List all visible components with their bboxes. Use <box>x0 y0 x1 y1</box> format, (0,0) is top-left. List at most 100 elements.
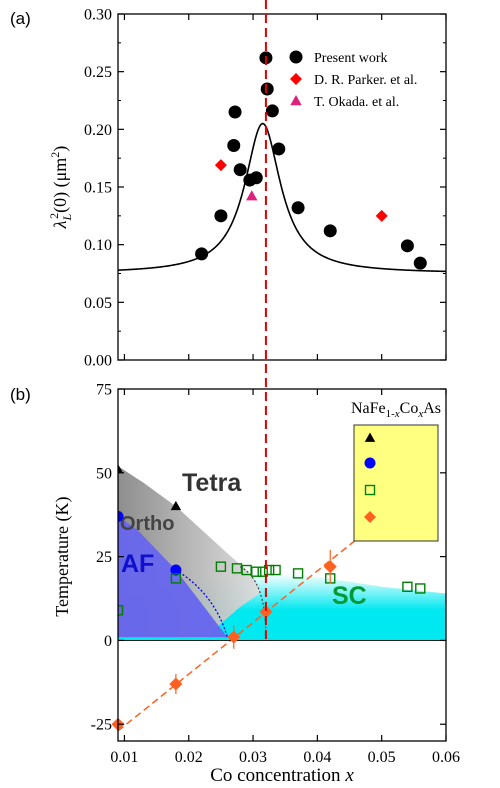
point-a-0-0 <box>195 247 209 261</box>
series-a-0 <box>195 51 427 270</box>
ortho-boundary <box>239 566 267 638</box>
point-b-0-0 <box>118 463 124 474</box>
series-a-2 <box>246 190 258 201</box>
region-label-tetra: Tetra <box>182 469 242 497</box>
point-b-2-5 <box>251 566 262 577</box>
compound-subx1: x <box>394 408 400 420</box>
xtick-label: 0.05 <box>368 749 396 766</box>
legend-a-label-2: T. Okada. et al. <box>314 95 399 110</box>
ytick-label-a: 0.30 <box>84 7 112 24</box>
point-a-0-8 <box>260 82 274 96</box>
series-b-1 <box>118 510 182 576</box>
point-b-2-7 <box>263 564 275 576</box>
point-b-2-8 <box>270 564 281 576</box>
ytick-label-b: 75 <box>96 382 112 399</box>
region-label-af: AF <box>121 550 154 578</box>
compound-subx2: x <box>417 408 423 420</box>
ytick-label-b: 25 <box>96 549 112 566</box>
xtick-label: 0.03 <box>239 749 267 766</box>
xlabel-var: x <box>344 765 354 786</box>
point-a-0-11 <box>291 201 305 215</box>
ytick-label-a: 0.10 <box>84 237 112 254</box>
ylabel-a-sub: L <box>60 214 74 222</box>
af-region <box>118 516 228 638</box>
legend-a-label-1: D. R. Parker. et al. <box>314 73 417 88</box>
af-boundary <box>175 569 228 638</box>
ylabel-a: λL2(0) (μm2) <box>47 146 74 230</box>
point-a-0-3 <box>228 105 242 119</box>
frame-b <box>117 388 447 742</box>
compound-pre: NaFe <box>351 400 386 417</box>
ytick-label-b: 50 <box>96 465 112 482</box>
ytick-label-a: 0.00 <box>84 353 112 370</box>
legend-a-marker-1 <box>290 73 302 85</box>
fit-curve <box>118 122 446 273</box>
point-b-2-11 <box>402 581 413 592</box>
point-b-2-6 <box>257 566 268 577</box>
point-b-2-2 <box>215 561 227 572</box>
region-label-ortho: Ortho <box>120 513 174 535</box>
point-a-0-14 <box>413 256 427 270</box>
point-b-2-9 <box>292 568 304 579</box>
point-a-0-10 <box>272 142 286 156</box>
series-b-0 <box>118 463 182 511</box>
ytick-label-a: 0.15 <box>84 180 112 197</box>
panel-label-b: (b) <box>10 385 31 404</box>
series-a-1 <box>214 159 388 222</box>
legend-b <box>353 424 439 542</box>
ylabel-a-lambda: λ <box>50 220 70 229</box>
regions-b <box>118 466 446 641</box>
xtick-label: 0.04 <box>303 749 331 766</box>
point-b-1-0 <box>118 510 124 522</box>
ylabel-b: Temperature (K) <box>52 497 73 617</box>
ytick-label-b: -25 <box>91 717 112 734</box>
legend-b-box <box>353 424 439 542</box>
point-a-2-0 <box>246 190 258 201</box>
legend-b-marker-2 <box>364 484 376 496</box>
xtick-label: 0.01 <box>110 749 138 766</box>
ytick-label-b: 0 <box>104 633 112 650</box>
ytick-label-a: 0.05 <box>84 295 112 312</box>
xlabel-text: Co concentration <box>210 765 345 786</box>
legend-b-marker-3 <box>364 511 376 523</box>
panel-b-title: NaFe1-xCoxAs <box>351 400 441 420</box>
xlabel: Co concentration x <box>210 765 354 786</box>
ylabel-a-close: ) <box>50 146 71 152</box>
legend-b-marker-0 <box>364 432 376 442</box>
point-a-0-6 <box>249 171 263 185</box>
panel-label-a: (a) <box>10 9 31 28</box>
point-a-0-9 <box>265 104 279 118</box>
compound-mid: Co <box>400 400 419 417</box>
theta-trend-line <box>118 539 357 732</box>
compound-sub1: 1- <box>386 408 396 420</box>
point-b-0-1 <box>170 500 182 511</box>
region-label-sc: SC <box>332 582 367 610</box>
point-a-0-13 <box>400 239 414 253</box>
ytick-label-a: 0.20 <box>84 122 112 139</box>
xtick-label: 0.02 <box>175 749 203 766</box>
ylabel-a-sup: 2 <box>47 213 61 219</box>
panel-b: Tetra Ortho AF SC -25 0 25 50 75 0.01 0.02 0.03 0.04… <box>10 382 460 787</box>
legend-a: Present work D. R. Parker. et al. T. Okada… <box>289 50 417 110</box>
point-a-0-4 <box>233 163 247 177</box>
point-a-0-2 <box>227 138 241 152</box>
point-a-0-12 <box>323 224 337 238</box>
legend-a-label-0: Present work <box>314 51 388 66</box>
legend-b-marker-1 <box>364 457 376 469</box>
point-b-2-1 <box>170 573 182 584</box>
point-a-1-1 <box>375 209 388 222</box>
point-a-0-1 <box>214 209 228 223</box>
point-b-2-0 <box>118 605 124 616</box>
xtick-label: 0.06 <box>432 749 460 766</box>
compound-post: As <box>423 400 441 417</box>
legend-a-marker-2 <box>290 95 302 106</box>
point-b-2-12 <box>415 583 426 594</box>
point-b-1-1 <box>170 564 182 576</box>
legend-a-marker-0 <box>289 50 303 64</box>
panel-a: 0.000.050.100.150.200.250.30(a)λL2(0) (μ… <box>10 7 447 370</box>
point-a-1-0 <box>214 159 227 172</box>
ytick-label-a: 0.25 <box>84 64 112 81</box>
ylabel-a-rest: (0) (μm <box>50 158 71 213</box>
ylabel-a-sup2: 2 <box>48 152 62 158</box>
